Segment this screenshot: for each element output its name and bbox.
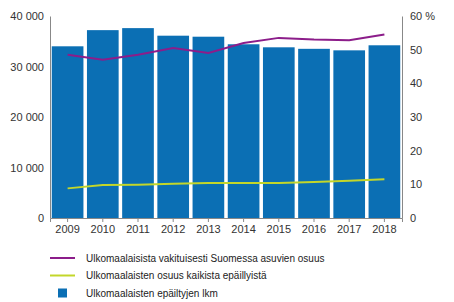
tick-label: 0 xyxy=(38,212,44,224)
y-axis: 0 10 000 20 000 30 000 40 000 xyxy=(10,10,50,224)
tick: 0 xyxy=(402,212,416,224)
bar xyxy=(333,50,365,218)
legend-swatch xyxy=(50,257,75,259)
axis-line xyxy=(50,17,51,219)
tick-label: 40 xyxy=(410,77,422,89)
tick-label: 10 xyxy=(410,178,422,190)
tick: 50 xyxy=(402,44,422,56)
tick: 2013 xyxy=(196,218,220,235)
tick-label: 2016 xyxy=(302,223,326,235)
bar xyxy=(369,45,401,218)
axis-line xyxy=(402,17,403,219)
legend-swatch xyxy=(58,289,67,298)
tick-label: 2018 xyxy=(372,223,396,235)
tick: 10 000 xyxy=(10,162,50,174)
line xyxy=(68,35,385,60)
legend-label: Ulkomaalaisten osuus kaikista epäillyist… xyxy=(86,270,267,281)
legend-swatch xyxy=(50,275,75,277)
tick-label: 2017 xyxy=(337,223,361,235)
bar xyxy=(228,44,260,218)
tick: 0 xyxy=(38,212,50,224)
tick-label: 60 % xyxy=(410,10,435,22)
line xyxy=(68,179,385,188)
tick-mark xyxy=(138,218,139,222)
tick-label: 30 000 xyxy=(10,61,44,73)
plot-area xyxy=(52,28,400,218)
tick: 2016 xyxy=(302,218,326,235)
tick-mark xyxy=(349,218,350,222)
tick: 40 000 xyxy=(10,10,50,22)
axis-line xyxy=(51,219,403,223)
tick: 2010 xyxy=(91,218,115,235)
tick-mark xyxy=(208,218,209,222)
tick-label: 40 000 xyxy=(10,10,44,22)
y2-axis: 0 10 20 30 40 50 60 % xyxy=(402,10,435,224)
legend-label: Ulkomaalaisista vakituisesti Suomessa as… xyxy=(86,253,324,264)
tick: 10 xyxy=(402,178,422,190)
tick-mark xyxy=(384,218,385,222)
tick: 2009 xyxy=(55,218,79,235)
tick: 2012 xyxy=(161,218,185,235)
legend-item: Ulkomaalaisten osuus kaikista epäillyist… xyxy=(50,270,267,281)
bar xyxy=(263,47,295,218)
tick-label: 0 xyxy=(410,212,416,224)
tick: 2014 xyxy=(231,218,255,235)
tick: 2011 xyxy=(126,218,150,235)
bar xyxy=(298,49,330,218)
tick-label: 30 xyxy=(410,111,422,123)
tick: 40 xyxy=(402,77,422,89)
tick-label: 2009 xyxy=(55,223,79,235)
legend: Ulkomaalaisista vakituisesti Suomessa as… xyxy=(50,253,324,299)
tick: 2015 xyxy=(267,218,291,235)
tick-mark xyxy=(173,218,174,222)
tick: 2017 xyxy=(337,218,361,235)
tick-mark xyxy=(278,218,279,222)
tick: 30 000 xyxy=(10,61,50,73)
tick-label: 50 xyxy=(410,44,422,56)
tick-mark xyxy=(102,218,103,222)
tick: 20 000 xyxy=(10,111,50,123)
tick: 20 xyxy=(402,145,422,157)
tick-mark xyxy=(314,218,315,222)
tick: 2018 xyxy=(372,218,396,235)
tick: 60 % xyxy=(402,10,435,22)
tick: 30 xyxy=(402,111,422,123)
bar xyxy=(157,36,189,218)
tick-label: 2015 xyxy=(267,223,291,235)
tick-label: 2011 xyxy=(126,223,150,235)
tick-label: 20 000 xyxy=(10,111,44,123)
x-axis: 2009 2010 2011 2012 2013 2014 2015 2016 2017 2018 xyxy=(51,218,403,235)
bar xyxy=(52,46,84,218)
tick-label: 2010 xyxy=(91,223,115,235)
tick-label: 2014 xyxy=(231,223,255,235)
tick-label: 2012 xyxy=(161,223,185,235)
tick-label: 20 xyxy=(410,145,422,157)
legend-item: Ulkomaalaisista vakituisesti Suomessa as… xyxy=(50,253,324,264)
tick-label: 10 000 xyxy=(10,162,44,174)
tick-mark xyxy=(243,218,244,222)
tick-label: 2013 xyxy=(196,223,220,235)
bar xyxy=(193,37,225,218)
chart: 0 10 000 20 000 30 000 40 000 0 10 20 30 40 50 60 %… xyxy=(0,0,454,302)
legend-item: Ulkomaalaisten epäiltyjen lkm xyxy=(58,288,218,299)
legend-label: Ulkomaalaisten epäiltyjen lkm xyxy=(86,288,218,299)
tick-mark xyxy=(67,218,68,222)
